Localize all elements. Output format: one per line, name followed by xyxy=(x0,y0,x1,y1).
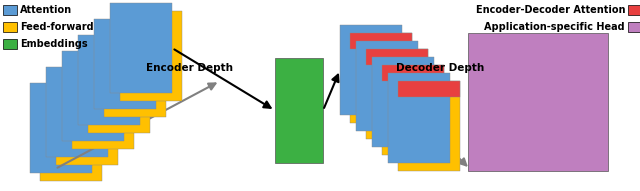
Bar xyxy=(3,39,17,49)
Bar xyxy=(366,49,428,65)
Bar xyxy=(275,58,323,163)
Text: Embeddings: Embeddings xyxy=(20,39,88,49)
Bar xyxy=(350,33,412,49)
Bar xyxy=(40,91,102,181)
Bar xyxy=(72,59,134,149)
Bar xyxy=(382,65,444,81)
Text: Decoder Depth: Decoder Depth xyxy=(396,63,484,73)
Text: Encoder-Decoder Attention: Encoder-Decoder Attention xyxy=(476,5,625,15)
Bar xyxy=(366,49,428,139)
Bar xyxy=(46,67,108,157)
Bar xyxy=(62,51,124,141)
Text: Encoder Depth: Encoder Depth xyxy=(147,63,234,73)
Bar xyxy=(382,65,444,155)
Bar xyxy=(340,25,402,115)
Bar xyxy=(120,11,182,101)
Bar xyxy=(388,73,450,163)
Bar xyxy=(104,27,166,117)
Bar xyxy=(94,19,156,109)
Bar xyxy=(3,5,17,15)
Bar xyxy=(628,22,640,32)
Bar xyxy=(398,81,460,171)
Bar xyxy=(30,83,92,173)
Text: Attention: Attention xyxy=(20,5,72,15)
Bar xyxy=(56,75,118,165)
Bar xyxy=(372,57,434,147)
Bar xyxy=(468,33,608,171)
Bar xyxy=(398,81,460,97)
Text: Feed-forward: Feed-forward xyxy=(20,22,93,32)
Bar xyxy=(350,33,412,123)
Bar xyxy=(110,3,172,93)
Bar xyxy=(356,41,418,131)
Bar xyxy=(628,5,640,15)
Text: Application-specific Head: Application-specific Head xyxy=(484,22,625,32)
Bar xyxy=(78,35,140,125)
Bar xyxy=(88,43,150,133)
Bar xyxy=(3,22,17,32)
